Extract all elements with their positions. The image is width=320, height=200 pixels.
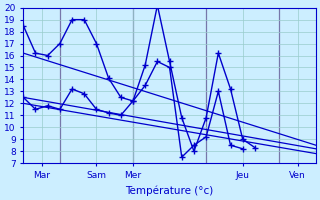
X-axis label: Température (°c): Température (°c) [125, 185, 214, 196]
